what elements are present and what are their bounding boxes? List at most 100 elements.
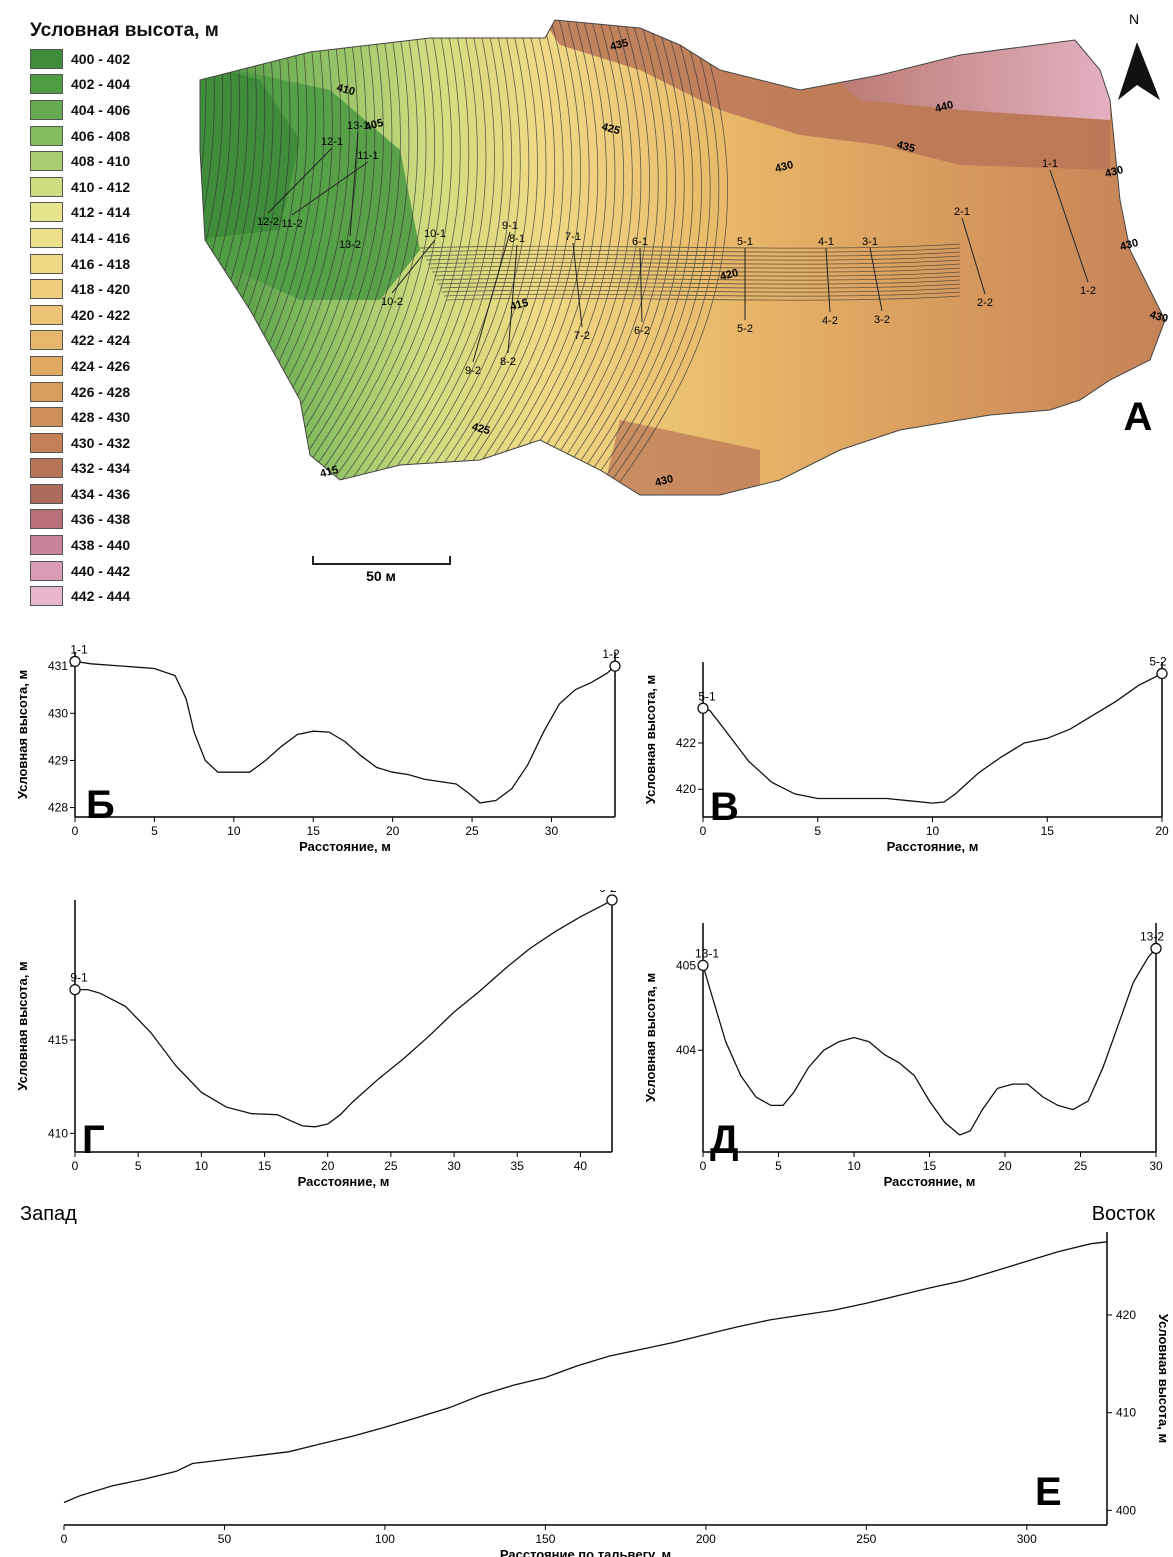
profile-end-label: 5-2 xyxy=(737,323,753,335)
legend-swatch xyxy=(30,227,63,248)
legend-label: 410 - 412 xyxy=(71,178,131,195)
profile-line xyxy=(472,231,511,363)
contour-line xyxy=(200,20,232,495)
y-tick-label: 420 xyxy=(1116,1308,1136,1322)
elevation-legend: Условная высота, м 400 - 402 402 - 404 404… xyxy=(30,20,220,609)
y-axis-label: Условная высота, м xyxy=(15,961,30,1090)
x-tick-label: 100 xyxy=(375,1532,395,1546)
profile-chart-g: 0 5 10 15 20 25 30 35 40 410 415 9-1 9-2 Расстояние, … xyxy=(15,890,618,1189)
contour-line xyxy=(356,20,504,495)
legend-item: 400 - 402 xyxy=(30,46,220,72)
y-tick-label: 405 xyxy=(676,958,696,972)
profile-series-line xyxy=(702,947,1157,1136)
legend-label: 408 - 410 xyxy=(71,153,131,170)
profile-end-label: 12-2 xyxy=(257,216,279,228)
endpoint-marker xyxy=(69,655,81,668)
x-tick-label: 15 xyxy=(923,1159,937,1173)
contour-line xyxy=(439,283,961,289)
profile-line xyxy=(1049,169,1089,283)
legend-label: 402 - 404 xyxy=(71,76,131,93)
y-tick-label: 415 xyxy=(48,1033,68,1047)
y-tick-label: 429 xyxy=(48,753,68,767)
profile-line xyxy=(507,244,518,354)
x-tick-label: 150 xyxy=(535,1532,555,1546)
west-label: Запад xyxy=(20,1203,77,1225)
contour-lines xyxy=(0,20,961,520)
endpoint-marker xyxy=(606,894,618,906)
profile-line xyxy=(639,247,643,323)
legend-item: 418 - 420 xyxy=(30,276,220,302)
panel-letter: Д xyxy=(710,1118,739,1162)
legend-label: 426 - 428 xyxy=(71,383,131,400)
contour-label: 415 xyxy=(509,297,530,313)
contour-line xyxy=(437,279,961,285)
endpoint-marker xyxy=(697,702,709,714)
profile-end-label: 4-2 xyxy=(822,315,838,327)
contour-line xyxy=(581,20,720,495)
profile-series-line xyxy=(74,660,616,804)
legend-swatch xyxy=(30,458,63,479)
profile-lines: 1-1 1-2 2-1 2-2 3-1 3-2 4-1 4-2 5-1 5-2 6-1 6-2 7-1 7… xyxy=(257,120,1096,377)
legend-swatch xyxy=(30,99,63,120)
contour-line xyxy=(0,20,131,520)
contour-line xyxy=(374,20,521,495)
x-axis-label: Расстояние по тальвегу, м xyxy=(500,1547,671,1557)
x-tick-label: 30 xyxy=(545,824,559,838)
x-axis-label: Расстояние, м xyxy=(887,839,979,854)
contour-line xyxy=(383,20,530,495)
contour-line xyxy=(425,255,961,261)
legend-swatch xyxy=(30,151,63,172)
endpoint-label: 5-2 xyxy=(1149,655,1167,669)
contour-label: 430 xyxy=(1148,309,1169,325)
x-axis-label: Расстояние, м xyxy=(298,1174,390,1189)
contour-line xyxy=(33,20,198,520)
legend-swatch xyxy=(30,304,63,325)
y-axis-label: Условная высота, м xyxy=(643,973,658,1102)
legend-swatch xyxy=(30,586,63,607)
legend-swatch xyxy=(30,202,63,223)
contour-line xyxy=(311,20,461,495)
contour-line xyxy=(0,20,123,520)
contour-line xyxy=(0,20,156,520)
map-relief xyxy=(0,20,1165,520)
contour-line xyxy=(419,243,961,249)
x-tick-label: 25 xyxy=(465,824,479,838)
contour-line xyxy=(441,287,961,293)
profile-end-label: 8-2 xyxy=(500,356,516,368)
endpoint-label: 1-2 xyxy=(602,647,620,661)
contour-line xyxy=(24,20,189,520)
profile-start-label: 12-1 xyxy=(321,136,343,148)
profile-end-label: 7-2 xyxy=(574,330,590,342)
contour-line xyxy=(0,20,148,520)
profile-end-label: 13-2 xyxy=(339,239,361,251)
x-axis-label: Расстояние, м xyxy=(884,1174,976,1189)
y-tick-label: 428 xyxy=(48,801,68,815)
x-tick-label: 25 xyxy=(1074,1159,1088,1173)
x-tick-label: 5 xyxy=(135,1159,142,1173)
contour-line xyxy=(0,20,65,520)
profile-start-label: 1-1 xyxy=(1042,158,1058,170)
y-axis-label: Условная высота, м xyxy=(15,670,30,799)
contour-line xyxy=(433,271,961,277)
profile-line xyxy=(267,147,333,214)
profile-end-label: 2-2 xyxy=(977,297,993,309)
contour-line xyxy=(15,20,181,520)
endpoint-label: 5-1 xyxy=(698,689,716,703)
north-label: N xyxy=(1129,11,1139,27)
legend-item: 442 - 444 xyxy=(30,583,220,609)
y-tick-label: 400 xyxy=(1116,1503,1136,1517)
legend-swatch xyxy=(30,381,63,402)
endpoint-label: 13-1 xyxy=(695,946,719,960)
contour-line xyxy=(392,20,538,495)
y-tick-label: 430 xyxy=(48,706,68,720)
profile-start-label: 6-1 xyxy=(632,236,648,248)
legend-label: 414 - 416 xyxy=(71,229,131,246)
elevation-map: 410 405 435 425 430 440 435 430 430 430 420 415 425 4… xyxy=(0,11,1169,584)
contour-line xyxy=(0,20,98,520)
legend-label: 442 - 444 xyxy=(71,588,131,605)
map-outline xyxy=(199,19,1166,496)
contour-label: 415 xyxy=(319,464,340,480)
legend-label: 438 - 440 xyxy=(71,537,131,554)
